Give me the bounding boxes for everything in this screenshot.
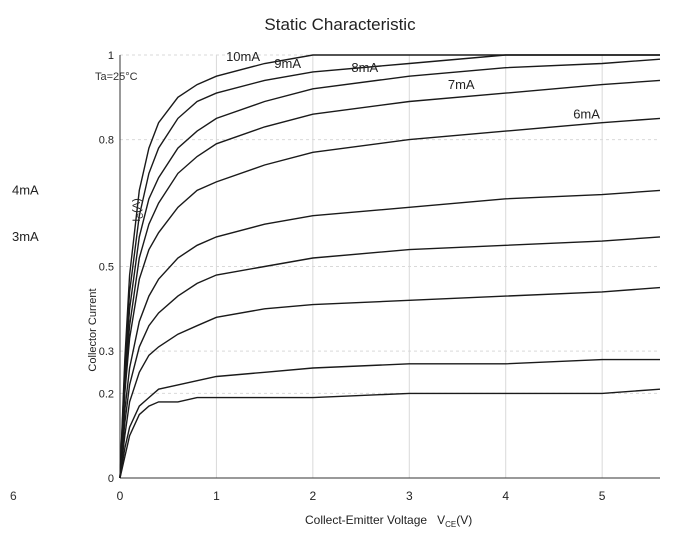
x-tick-label: 2 [310, 489, 317, 503]
y-tick-label: 0.8 [99, 135, 114, 147]
x-axis-label: Collect-Emitter Voltage VCE(V) [305, 513, 472, 529]
y-axis-label-group: Collector Current [87, 288, 99, 371]
x-tick-label: 0 [117, 489, 124, 503]
condition-label: Ta=25°C [95, 71, 138, 83]
y-tick-label: 0.3 [99, 346, 114, 358]
y-axis-unit-group: IC(A) [131, 198, 145, 222]
series-label: 3mA [12, 229, 39, 244]
y-axis-label: Collector Current [87, 288, 99, 371]
x-tick-label: 4 [502, 489, 509, 503]
series-label: 9mA [274, 56, 301, 71]
series-label: 6mA [573, 107, 600, 122]
series-curve [119, 54, 660, 479]
chart-title: Static Characteristic [264, 15, 416, 34]
series-curve [119, 236, 661, 479]
series-curve [119, 388, 661, 479]
series-layer [119, 54, 661, 479]
y-tick-label: 0.2 [99, 388, 114, 400]
series-curve [119, 286, 661, 479]
y-tick-label: 1 [108, 50, 114, 62]
series-label: 7mA [448, 77, 475, 92]
series-label: 4mA [12, 182, 39, 197]
series-curve [119, 54, 660, 479]
series-curve [119, 189, 661, 479]
series-label-layer: 10mA 9mA 8mA 7mA 6mA 4mA 3mA [12, 49, 600, 244]
grid-layer [119, 54, 660, 479]
series-curve [119, 117, 661, 479]
left-axis-fragment: 6 [10, 489, 17, 503]
y-axis-unit: IC(A) [131, 198, 145, 222]
x-tick-label: 3 [406, 489, 413, 503]
series-curve [119, 79, 661, 479]
series-curve [119, 358, 660, 479]
series-label: 8mA [351, 60, 378, 75]
axis-layer: 0 1 2 3 4 5 0 0.2 0.3 0.5 0.8 1 [99, 50, 660, 503]
series-curve [119, 58, 661, 479]
y-tick-label: 0.5 [99, 262, 114, 274]
series-label: 10mA [226, 49, 260, 64]
x-tick-label: 5 [599, 489, 606, 503]
x-tick-label: 1 [213, 489, 220, 503]
y-tick-label: 0 [108, 473, 114, 485]
